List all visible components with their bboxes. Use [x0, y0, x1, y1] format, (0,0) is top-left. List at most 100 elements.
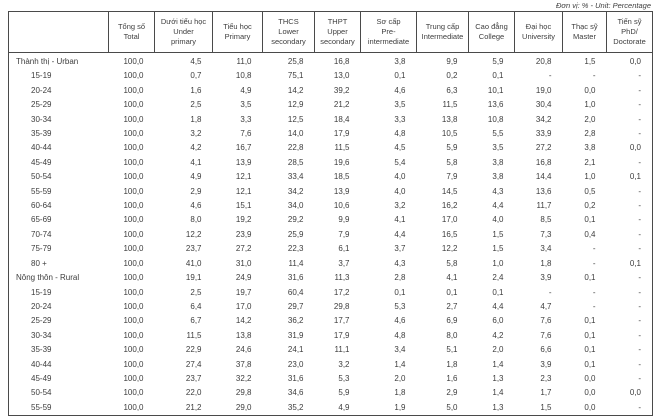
cell-pre-intermediate: 4,0: [394, 186, 406, 196]
cell-intermediate: 6,9: [446, 316, 458, 326]
cell-lower-secondary: 12,5: [287, 114, 304, 124]
age-label: 35-39: [31, 345, 52, 355]
age-label: 25-29: [31, 100, 52, 110]
age-label: 45-49: [31, 373, 52, 383]
cell-lower-secondary: 34,2: [287, 186, 304, 196]
cell-total: 100,0: [123, 114, 144, 124]
cell-lower-secondary: 35,2: [287, 402, 304, 412]
age-row: 60-64 100,0 4,6 15,1 34,0 10,6 3,2 16,2 4,4 11,7 0…: [9, 199, 653, 213]
age-label: 80 +: [31, 258, 47, 268]
cell-college: 3,8: [492, 157, 504, 167]
col-header-upper-secondary: THPT Upper secondary: [314, 11, 361, 53]
age-row: 45-49 100,0 4,1 13,9 28,5 19,6 5,4 5,8 3,8 16,8 2,…: [9, 156, 653, 170]
cell-primary: 13,9: [235, 157, 252, 167]
cell-upper-secondary: 17,7: [333, 316, 350, 326]
cell-college: 1,5: [492, 244, 504, 254]
cell-pre-intermediate: 3,2: [394, 201, 406, 211]
cell-college: 1,4: [492, 388, 504, 398]
cell-under-primary: 23,7: [185, 373, 202, 383]
col-header-under-primary: Dưới tiểu học Under primary: [154, 11, 213, 53]
education-attainment-table: Tổng số Total Dưới tiểu học Under primary…: [8, 11, 653, 417]
cell-intermediate: 17,0: [441, 215, 458, 225]
cell-master: 2,0: [584, 114, 596, 124]
cell-total: 100,0: [123, 301, 144, 311]
age-row: 15-19 100,0 0,7 10,8 75,1 13,0 0,1 0,2 0,1 - - -: [9, 69, 653, 83]
cell-primary: 3,5: [240, 100, 252, 110]
cell-intermediate: 5,0: [446, 402, 458, 412]
unit-note: Đơn vị: % - Unit: Percentage: [556, 1, 651, 10]
cell-primary: 13,8: [235, 330, 252, 340]
cell-primary: 24,9: [235, 273, 252, 283]
cell-university: 3,9: [540, 273, 552, 283]
cell-master: -: [592, 258, 596, 268]
cell-lower-secondary: 12,9: [287, 100, 304, 110]
cell-total: 100,0: [123, 316, 144, 326]
cell-total: 100,0: [123, 373, 144, 383]
cell-college: 3,5: [492, 143, 504, 153]
age-label: 55-59: [31, 186, 52, 196]
age-row: 65-69 100,0 8,0 19,2 29,2 9,9 4,1 17,0 4,0 8,5 0,1…: [9, 213, 653, 227]
cell-upper-secondary: 21,2: [333, 100, 350, 110]
cell-college: 10,1: [487, 85, 504, 95]
cell-university: 14,4: [535, 172, 552, 182]
cell-pre-intermediate: 5,4: [394, 157, 406, 167]
group-row: Nông thôn - Rural 100,0 19,1 24,9 31,6 11,3 2,…: [9, 271, 653, 285]
cell-upper-secondary: 11,5: [334, 143, 350, 153]
cell-upper-secondary: 4,9: [338, 402, 350, 412]
cell-primary: 27,2: [235, 244, 252, 254]
cell-total: 100,0: [123, 244, 144, 254]
cell-lower-secondary: 22,8: [287, 143, 304, 153]
age-row: 40-44 100,0 4,2 16,7 22,8 11,5 4,5 5,9 3,5 27,2 3,…: [9, 141, 653, 155]
cell-college: 4,4: [492, 201, 504, 211]
cell-lower-secondary: 29,2: [287, 215, 304, 225]
cell-under-primary: 4,1: [190, 157, 202, 167]
cell-master: 0,1: [584, 215, 596, 225]
cell-total: 100,0: [123, 258, 144, 268]
cell-doctorate: -: [638, 157, 641, 167]
cell-master: 2,1: [584, 157, 596, 167]
cell-lower-secondary: 34,6: [287, 388, 304, 398]
table-header: Tổng số Total Dưới tiểu học Under primary…: [8, 11, 653, 53]
cell-college: 13,6: [487, 100, 504, 110]
cell-pre-intermediate: 4,6: [394, 316, 406, 326]
cell-lower-secondary: 14,0: [287, 129, 304, 139]
cell-upper-secondary: 5,3: [338, 373, 350, 383]
cell-college: 1,0: [492, 258, 504, 268]
cell-primary: 3,3: [240, 114, 252, 124]
cell-pre-intermediate: 1,4: [394, 359, 406, 369]
cell-doctorate: -: [638, 71, 641, 81]
cell-intermediate: 0,1: [446, 287, 458, 297]
cell-pre-intermediate: 3,5: [394, 100, 406, 110]
cell-upper-secondary: 3,7: [338, 258, 350, 268]
col-header-primary: Tiểu học Primary: [212, 11, 263, 53]
col-header-total: Tổng số Total: [108, 11, 155, 53]
cell-intermediate: 0,2: [446, 71, 458, 81]
cell-upper-secondary: 11,3: [334, 273, 350, 283]
cell-college: 1,3: [492, 402, 504, 412]
cell-under-primary: 2,5: [190, 287, 202, 297]
cell-total: 100,0: [123, 71, 144, 81]
cell-pre-intermediate: 1,8: [394, 388, 406, 398]
col-header-intermediate: Trung cấp Intermediate: [416, 11, 469, 53]
cell-college: 2,4: [492, 273, 504, 283]
age-label: 30-34: [31, 114, 52, 124]
cell-pre-intermediate: 4,8: [394, 330, 406, 340]
cell-total: 100,0: [123, 186, 144, 196]
age-label: 40-44: [31, 143, 52, 153]
cell-lower-secondary: 31,6: [287, 373, 304, 383]
cell-upper-secondary: 10,6: [333, 201, 350, 211]
age-label: 65-69: [31, 215, 52, 225]
cell-lower-secondary: 29,7: [287, 301, 304, 311]
cell-primary: 19,2: [235, 215, 252, 225]
cell-total: 100,0: [123, 129, 144, 139]
group-label: Nông thôn - Rural: [16, 273, 80, 283]
cell-doctorate: -: [638, 229, 641, 239]
cell-under-primary: 22,0: [185, 388, 202, 398]
age-label: 60-64: [31, 201, 52, 211]
cell-lower-secondary: 14,2: [287, 85, 304, 95]
cell-doctorate: -: [638, 345, 641, 355]
cell-under-primary: 1,6: [190, 85, 202, 95]
cell-doctorate: -: [638, 287, 641, 297]
cell-under-primary: 12,2: [185, 229, 202, 239]
cell-primary: 17,0: [235, 301, 252, 311]
